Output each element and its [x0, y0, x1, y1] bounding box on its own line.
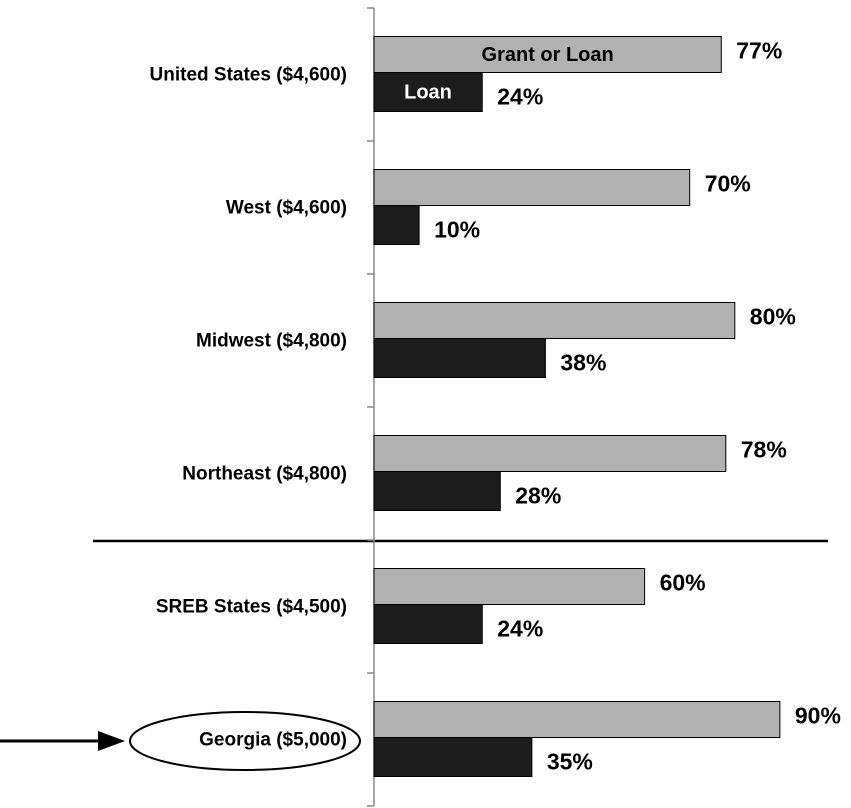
value-label: 90% — [795, 703, 841, 729]
value-label: 60% — [660, 570, 706, 596]
bar — [373, 568, 646, 605]
value-label: 24% — [497, 84, 543, 110]
value-label: 38% — [560, 350, 606, 376]
bar — [373, 205, 420, 245]
category-label: United States ($4,600) — [150, 65, 347, 86]
bar — [373, 737, 533, 777]
value-label: 77% — [736, 38, 782, 64]
bar — [373, 471, 501, 511]
bar — [373, 36, 722, 73]
decorations — [0, 539, 828, 771]
arrow-head — [98, 731, 125, 751]
value-label: 10% — [434, 217, 480, 243]
legend-label: Grant or Loan — [482, 44, 614, 66]
value-label: 35% — [547, 749, 593, 775]
bar — [373, 169, 691, 206]
category-label: SREB States ($4,500) — [156, 597, 347, 618]
value-label: 78% — [741, 437, 787, 463]
value-label: 28% — [515, 483, 561, 509]
category-label: Northeast ($4,800) — [182, 464, 347, 485]
bar — [373, 72, 483, 112]
value-label: 80% — [750, 304, 796, 330]
bar — [373, 435, 727, 472]
category-label: Midwest ($4,800) — [196, 331, 347, 352]
bar — [373, 604, 483, 644]
highlight-ellipse — [129, 711, 361, 771]
value-label: 24% — [497, 616, 543, 642]
bar — [373, 302, 736, 339]
category-label: Georgia ($5,000) — [199, 730, 347, 751]
value-label: 70% — [705, 171, 751, 197]
legend-label: Loan — [404, 81, 452, 103]
bar — [373, 701, 781, 738]
bar — [373, 338, 546, 378]
category-label: West ($4,600) — [226, 198, 347, 219]
